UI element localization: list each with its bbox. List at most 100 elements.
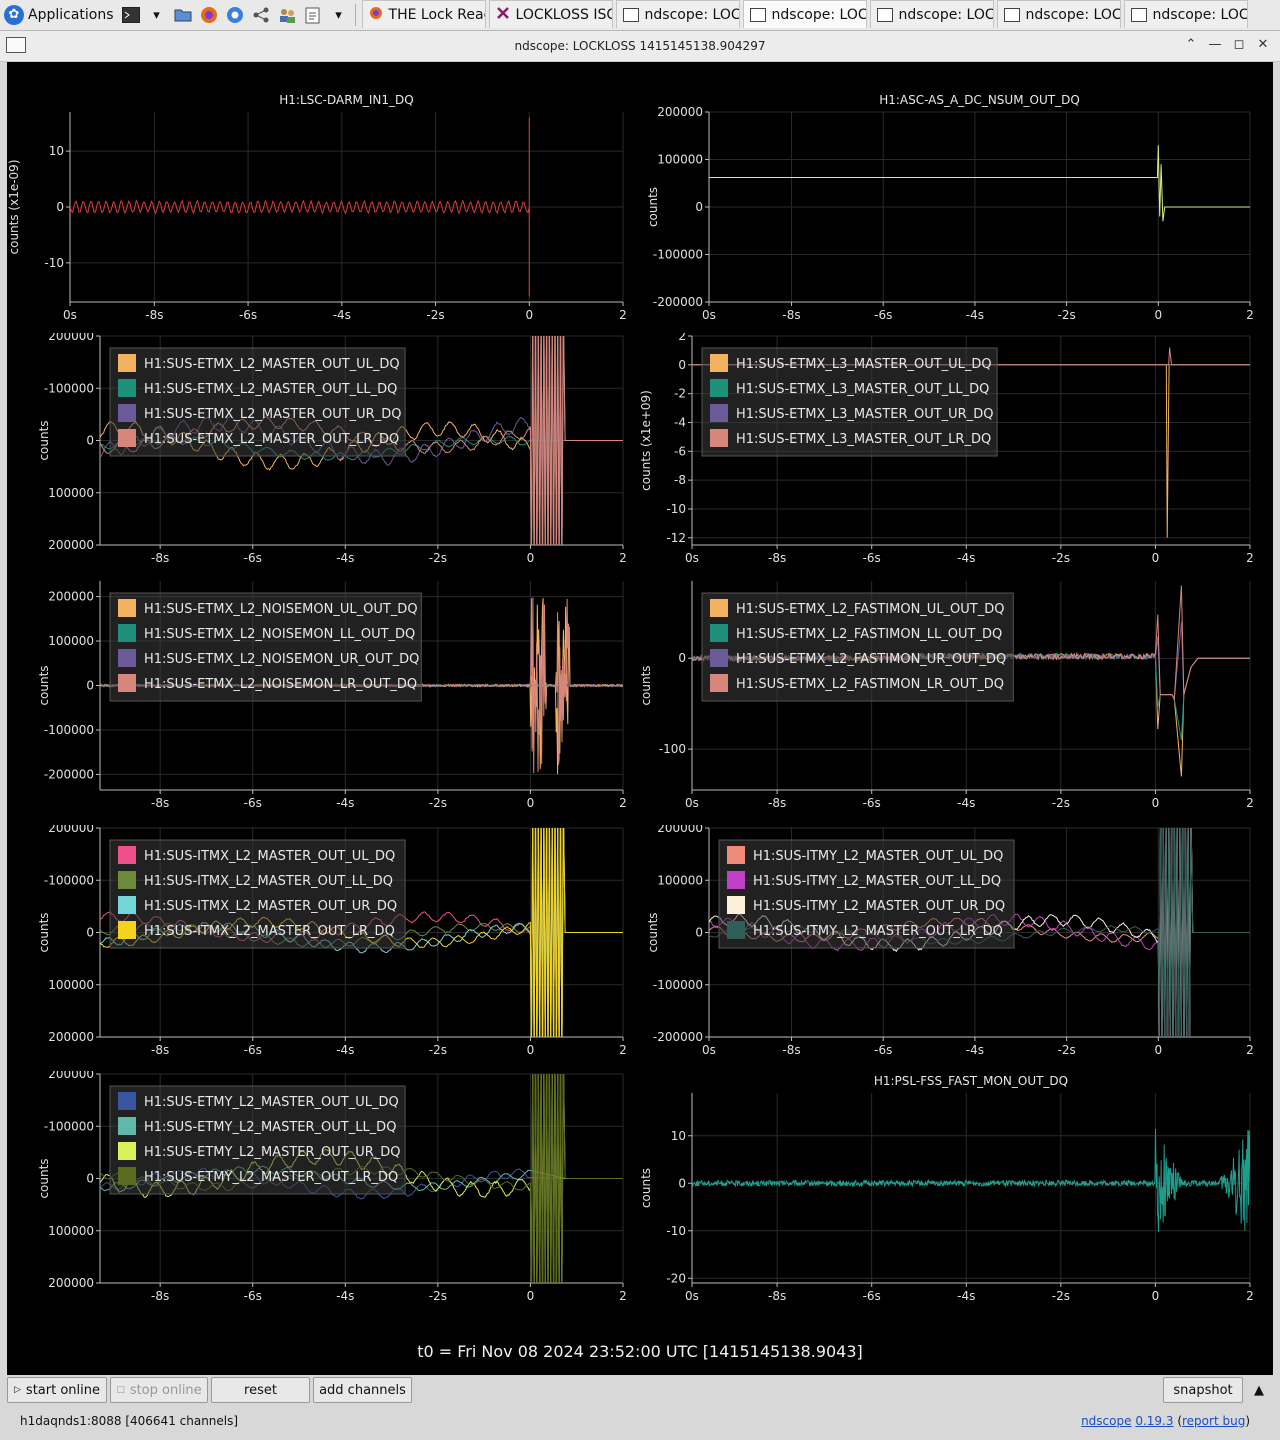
series-line <box>692 1128 1250 1232</box>
task-button[interactable]: ndscope: LOC... <box>869 0 994 28</box>
x-tick-label: -4s <box>957 551 975 565</box>
x-tick-label: 0 <box>527 551 535 565</box>
legend[interactable]: H1:SUS-ETMX_L2_NOISEMON_UL_OUT_DQ H1:SUS-… <box>109 592 422 702</box>
task-button[interactable]: LOCKLOSS ISC... <box>488 0 613 28</box>
legend[interactable]: H1:SUS-ETMX_L2_MASTER_OUT_UL_DQ H1:SUS-ET… <box>109 347 406 457</box>
task-button[interactable]: ndscope: LOC... <box>615 0 740 28</box>
plot-9[interactable]: 200000 100000 0 -100000 200000 -8s -6s -4s -2s 0 2… <box>7 1071 635 1313</box>
dropdown-icon[interactable]: ▾ <box>335 7 342 23</box>
y-tick-label: 0 <box>678 1176 686 1190</box>
x-tick-label: -4s <box>336 551 354 565</box>
plot-area[interactable]: t0 = Fri Nov 08 2024 23:52:00 UTC [14151… <box>7 62 1273 1375</box>
y-axis-label: counts <box>37 1158 51 1198</box>
legend[interactable]: H1:SUS-ETMX_L3_MASTER_OUT_UL_DQ H1:SUS-ET… <box>701 347 998 457</box>
x-tick-label: -2s <box>429 1043 447 1057</box>
x-tick-label: -6s <box>874 308 892 322</box>
y-tick-label: 100000 <box>657 873 703 887</box>
legend-label: H1:SUS-ETMY_L2_MASTER_OUT_UR_DQ <box>144 1145 401 1160</box>
task-button[interactable]: THE Lock Reac... <box>361 0 486 28</box>
legend-swatch <box>118 379 136 397</box>
task-label: ndscope: LOC... <box>898 6 994 23</box>
plot-1[interactable]: H1:LSC-DARM_IN1_DQ -10 0 10 0s -8s -6s -4s -2s 0 2… <box>7 90 635 332</box>
legend-swatch <box>710 379 728 397</box>
plot-6[interactable]: -100 0 0s -8s -6s -4s -2s 0 2 counts H1:SUS-ETMX_L… <box>634 578 1262 820</box>
legend-label: H1:SUS-ETMX_L3_MASTER_OUT_LL_DQ <box>736 382 989 397</box>
plot-3[interactable]: 200000 100000 0 -100000 200000 -8s -6s -4s -2s 0 2… <box>7 333 635 575</box>
terminal-icon[interactable] <box>120 4 142 26</box>
legend[interactable]: H1:SUS-ITMY_L2_MASTER_OUT_UL_DQ H1:SUS-IT… <box>718 839 1015 949</box>
start-online-button[interactable]: ▷ start online <box>7 1377 107 1403</box>
chromium-icon[interactable] <box>224 4 246 26</box>
legend[interactable]: H1:SUS-ITMX_L2_MASTER_OUT_UL_DQ H1:SUS-IT… <box>109 839 406 949</box>
file-manager-icon[interactable] <box>172 4 194 26</box>
legend-swatch <box>710 404 728 422</box>
x-tick-label: -4s <box>966 308 984 322</box>
y-tick-label: 100000 <box>657 153 703 167</box>
legend-label: H1:SUS-ETMX_L2_MASTER_OUT_UL_DQ <box>144 357 400 372</box>
plot-4[interactable]: -12 -10 -8 -6 -4 -2 0 2 0s -8s -6s -4s -2s 0 2 counts (… <box>634 333 1262 575</box>
legend-swatch <box>118 624 136 642</box>
shade-icon[interactable]: ⌃ <box>1185 37 1197 52</box>
plot-2[interactable]: H1:ASC-AS_A_DC_NSUM_OUT_DQ -200000 -100000… <box>634 90 1262 332</box>
report-bug-link[interactable]: report bug <box>1182 1414 1246 1428</box>
plot-5[interactable]: -200000 -100000 0 100000 200000 -8s -6s -4s -2s 0… <box>7 578 635 820</box>
legend-swatch <box>118 921 136 939</box>
stop-icon: □ <box>116 1385 125 1395</box>
plot-10[interactable]: H1:PSL-FSS_FAST_MON_OUT_DQ -20 -10 0 10 0s -8s… <box>634 1071 1262 1313</box>
y-tick-label: -4 <box>674 415 686 429</box>
firefox-icon[interactable] <box>198 4 220 26</box>
add-channels-button[interactable]: add channels <box>313 1377 412 1403</box>
y-tick-label: 100000 <box>48 1224 94 1238</box>
y-axis-label: counts (x1e-09) <box>7 159 21 254</box>
reset-button[interactable]: reset <box>211 1377 310 1403</box>
dropdown-icon[interactable]: ▾ <box>153 7 160 23</box>
x-tick-label: 0 <box>1152 551 1160 565</box>
stop-online-button[interactable]: □ stop online <box>110 1377 208 1403</box>
task-button[interactable]: ndscope: LOC... <box>742 0 867 28</box>
legend[interactable]: H1:SUS-ETMX_L2_FASTIMON_UL_OUT_DQ H1:SUS-… <box>701 592 1014 702</box>
x-tick-label: -8s <box>768 796 786 810</box>
legend[interactable]: H1:SUS-ETMY_L2_MASTER_OUT_UL_DQ H1:SUS-ET… <box>109 1085 406 1195</box>
maximize-icon[interactable]: ◻ <box>1233 37 1245 52</box>
notes-icon[interactable] <box>302 4 324 26</box>
applications-menu[interactable]: ✿ Applications <box>0 0 118 30</box>
plot-8[interactable]: -200000 -100000 0 100000 200000 0s -8s -6s -4s -2… <box>634 825 1262 1067</box>
legend-label: H1:SUS-ITMX_L2_MASTER_OUT_UL_DQ <box>144 849 395 864</box>
legend-label: H1:SUS-ETMX_L2_MASTER_OUT_UR_DQ <box>144 407 401 422</box>
y-tick-label: -200000 <box>653 295 703 309</box>
snapshot-button[interactable]: snapshot <box>1163 1377 1243 1403</box>
y-tick-label: -8 <box>674 473 686 487</box>
x-tick-label: -8s <box>782 308 800 322</box>
x-tick-label: 2 <box>1246 796 1254 810</box>
users-icon[interactable] <box>276 4 298 26</box>
window-titlebar[interactable]: ndscope: LOCKLOSS 1415145138.904297 ⌃ — … <box>0 31 1280 62</box>
plot-title: H1:PSL-FSS_FAST_MON_OUT_DQ <box>874 1074 1068 1088</box>
window-menu-icon[interactable] <box>6 37 26 53</box>
collapse-arrow-icon[interactable]: ▲ <box>1254 1382 1264 1398</box>
legend-label: H1:SUS-ITMY_L2_MASTER_OUT_LL_DQ <box>753 874 1001 889</box>
y-tick-label: 200000 <box>48 825 94 835</box>
x-tick-label: -4s <box>336 1289 354 1303</box>
version-link[interactable]: 0.19.3 <box>1135 1414 1174 1428</box>
plot-7[interactable]: 200000 100000 0 -100000 200000 -8s -6s -4s -2s 0 2… <box>7 825 635 1067</box>
legend-swatch <box>727 921 745 939</box>
y-tick-label: 0 <box>86 926 94 940</box>
share-icon[interactable] <box>250 4 272 26</box>
legend-swatch <box>727 896 745 914</box>
legend-label: H1:SUS-ETMX_L2_NOISEMON_UL_OUT_DQ <box>144 602 418 617</box>
applications-logo-icon: ✿ <box>4 5 24 25</box>
y-tick-label: -100000 <box>44 873 94 887</box>
x-tick-label: -8s <box>151 551 169 565</box>
task-button[interactable]: ndscope: LOC... <box>996 0 1121 28</box>
y-axis-label: counts <box>639 665 653 705</box>
ndscope-link[interactable]: ndscope <box>1081 1414 1132 1428</box>
x-tick-label: 2 <box>1246 1289 1254 1303</box>
x-tick-label: -4s <box>966 1043 984 1057</box>
minimize-icon[interactable]: — <box>1208 37 1222 52</box>
x-tick-label: -6s <box>863 1289 881 1303</box>
task-button[interactable]: ndscope: LOC... <box>1123 0 1248 28</box>
y-tick-label: 200000 <box>657 825 703 835</box>
close-icon[interactable]: ✕ <box>1257 37 1269 52</box>
x-tick-label: -6s <box>244 796 262 810</box>
window-icon <box>749 7 766 22</box>
